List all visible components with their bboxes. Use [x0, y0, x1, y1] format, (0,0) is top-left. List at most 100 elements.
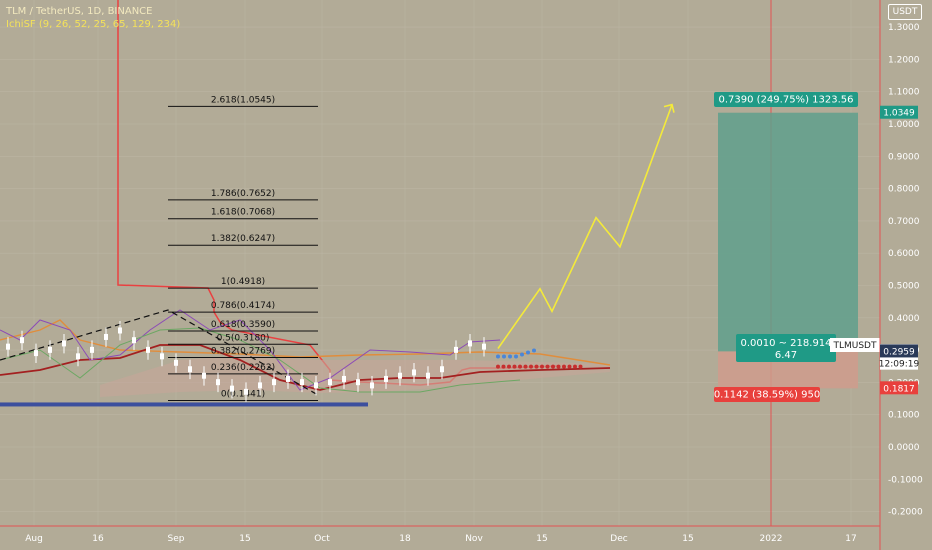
fib-label: 1.786(0.7652)	[211, 189, 275, 199]
currency-badge[interactable]: USDT	[888, 4, 922, 20]
x-tick-label: Dec	[610, 534, 627, 544]
position-labels: 0.7390 (249.75%) 1323.56 0.1142 (38.59%) …	[714, 92, 880, 402]
cloud-dot	[562, 364, 566, 369]
candle-body	[62, 340, 66, 347]
candle-body	[76, 353, 80, 360]
x-tick-label: 16	[92, 534, 104, 544]
range-bar	[0, 402, 368, 407]
candle-body	[440, 366, 444, 373]
x-tick-label: 18	[399, 534, 411, 544]
fib-label: 0.786(0.4174)	[211, 301, 275, 311]
fib-label: 1(0.4918)	[221, 277, 265, 287]
candle-body	[230, 385, 234, 392]
candle-body	[146, 346, 150, 353]
y-tick-label: 0.8000	[888, 185, 920, 195]
fib-connector	[0, 309, 319, 396]
ticker-box	[830, 338, 880, 352]
candle-body	[216, 379, 220, 386]
candle-body	[286, 375, 290, 382]
ticker-label: TLMUSDT	[832, 341, 877, 351]
cloud-dot	[518, 364, 522, 369]
lead-dot	[532, 348, 536, 353]
loss-label: 0.1142 (38.59%) 950	[714, 390, 820, 401]
x-tick-label: 17	[845, 534, 856, 544]
x-tick-label: 15	[682, 534, 693, 544]
cloud-dot	[551, 364, 555, 369]
price-tag-box	[880, 381, 918, 395]
candle-body	[468, 340, 472, 347]
y-tick-label: 1.0000	[888, 120, 920, 130]
profit-zone	[718, 112, 858, 352]
candles	[6, 321, 583, 402]
lead-dot	[514, 354, 518, 359]
cloud-dot	[573, 364, 577, 369]
candle-body	[34, 350, 38, 357]
symbol-title[interactable]: TLM / TetherUS, 1D, BINANCE	[6, 6, 153, 17]
candle-body	[202, 372, 206, 379]
fib-levels: 2.618(1.0545) 1.786(0.7652) 1.618(0.7068) 1…	[0, 95, 368, 407]
span-line	[0, 327, 521, 393]
y-tick-label: 0.9000	[888, 152, 920, 162]
cloud-dot	[507, 364, 511, 369]
cloud-dot	[496, 364, 500, 369]
x-tick-label: 15	[536, 534, 547, 544]
candle-body	[20, 337, 24, 344]
fib-label: 1.618(0.7068)	[211, 208, 275, 218]
y-tick-label: 1.2000	[888, 55, 920, 65]
cloud-dot	[512, 364, 517, 369]
x-tick-label: Aug	[25, 534, 43, 544]
candle-body	[188, 366, 192, 373]
center-line2: 6.47	[775, 350, 797, 361]
projection-arrowhead	[663, 103, 675, 113]
cloud-dot	[567, 364, 572, 369]
center-box	[736, 334, 836, 362]
fib-label: 0.5(0.3180)	[217, 333, 270, 343]
projection-path	[497, 103, 675, 349]
lead-dot	[520, 352, 524, 357]
candle-body	[132, 337, 136, 344]
senkou-a	[0, 319, 611, 366]
price-tag: 12:09:19	[879, 360, 920, 370]
y-tick-label: 1.1000	[888, 88, 920, 98]
candle-body	[258, 382, 262, 389]
candle-body	[412, 369, 416, 376]
profit-label-box	[714, 92, 858, 107]
fib-label: 0.382(0.2769)	[211, 347, 275, 357]
y-tick-label: -0.2000	[888, 508, 923, 518]
y-tick-label: 0.5000	[888, 282, 920, 292]
chikou-line	[0, 309, 501, 391]
candle-body	[314, 382, 318, 389]
ichimoku-indicator	[0, 0, 611, 397]
kumo-cloud	[100, 355, 610, 397]
price-tag-box	[880, 344, 918, 358]
price-tag: 0.2959	[883, 347, 915, 357]
profit-label: 0.7390 (249.75%) 1323.56	[719, 95, 854, 106]
y-tick-label: 1.3000	[888, 23, 920, 33]
y-axis[interactable]: 1.3000 1.2000 1.1000 1.0000 0.9000 0.8000 0.70…	[879, 0, 923, 550]
candle-body	[174, 359, 178, 366]
cloud-dot	[578, 364, 583, 369]
x-tick-label: Sep	[168, 534, 185, 544]
y-tick-label: 0.7000	[888, 217, 920, 227]
price-tag: 1.0349	[883, 109, 915, 119]
y-tick-label: 0.6000	[888, 249, 920, 259]
lead-dot	[502, 354, 506, 359]
candle-body	[454, 346, 458, 353]
candle-body	[90, 346, 94, 353]
indicator-label[interactable]: IchiSF (9, 26, 52, 25, 65, 129, 234)	[6, 19, 181, 30]
cloud-dot	[529, 364, 533, 369]
candle-body	[6, 343, 10, 350]
candle-body	[398, 372, 402, 379]
x-axis[interactable]: Aug 16 Sep 15 Oct 18 Nov 15 Dec 15 2022 17	[0, 525, 880, 544]
price-tag-box	[880, 356, 918, 370]
lead-dot	[496, 354, 500, 359]
candle-body	[356, 379, 360, 386]
fib-label: 0.236(0.2262)	[211, 363, 275, 373]
loss-label-box	[714, 387, 820, 402]
center-line1: 0.0010 ~ 218.914	[740, 338, 831, 349]
candle-body	[482, 343, 486, 350]
x-tick-label: Oct	[314, 534, 330, 544]
candle-body	[272, 379, 276, 386]
cloud-dot	[534, 364, 539, 369]
